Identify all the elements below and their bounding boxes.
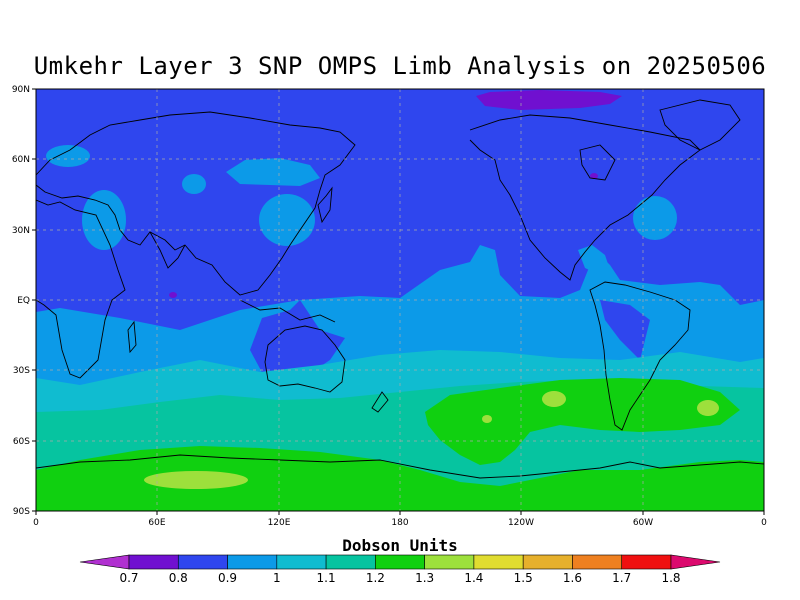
- coast-australia: [264, 325, 346, 393]
- coast-namerica: [469, 114, 701, 281]
- coast-africa: [36, 199, 126, 379]
- field-lightgreen-antarctic: [144, 471, 248, 489]
- coastlines: [36, 99, 764, 479]
- lon-labels: 0 60E 120E 180 120W 60W 0: [33, 518, 767, 528]
- coast-japan: [317, 186, 333, 224]
- field-purple-arctic: [476, 90, 622, 110]
- coast-seasia: [239, 299, 336, 323]
- tick-marks: [32, 88, 765, 515]
- coast-madagascar: [127, 320, 137, 354]
- field-lb-siberia: [182, 174, 206, 194]
- field-blue-samerica: [600, 300, 650, 360]
- coast-eurasia-north: [36, 111, 356, 296]
- coast-hudson: [579, 144, 616, 181]
- coast-greenland: [659, 99, 741, 151]
- colorbar-title: Dobson Units: [342, 536, 458, 555]
- field-lb-mideast: [82, 190, 126, 250]
- lon-tick-label: 120W: [508, 518, 534, 528]
- lat-tick-label: 90S: [13, 507, 30, 517]
- lat-tick-label: 30N: [12, 226, 30, 236]
- lon-tick-label: 120E: [268, 518, 291, 528]
- field-lb-asia: [226, 158, 320, 186]
- gridlines: [36, 89, 764, 511]
- field-lb-atlantic: [633, 196, 677, 240]
- lon-tick-label: 0: [761, 518, 767, 528]
- field-lightgreen-blob2: [697, 400, 719, 416]
- field-blue-australia: [250, 300, 345, 380]
- field-purple-small: [169, 292, 177, 298]
- field-lb-china: [259, 194, 315, 246]
- field-lightgreen-blob1: [542, 391, 566, 407]
- lat-tick-label: 30S: [13, 366, 30, 376]
- lat-tick-label: 60N: [12, 155, 30, 165]
- field-green-blob: [425, 378, 740, 465]
- lon-tick-label: 60E: [148, 518, 165, 528]
- coast-nz: [371, 391, 389, 413]
- field-lb-europe: [46, 145, 90, 167]
- lon-tick-label: 180: [391, 518, 408, 528]
- lat-tick-label: 90N: [12, 85, 30, 95]
- lat-tick-label: 60S: [13, 437, 30, 447]
- lat-labels: 90N 60N 30N EQ 30S 60S 90S: [12, 85, 30, 517]
- lat-tick-label: EQ: [17, 296, 30, 306]
- field-purple-small2: [590, 173, 598, 179]
- map-title: Umkehr Layer 3 SNP OMPS Limb Analysis on…: [33, 52, 767, 80]
- field-lb-namerica: [578, 245, 610, 275]
- lon-tick-label: 60W: [633, 518, 653, 528]
- coast-samerica: [589, 281, 691, 431]
- field-green-south: [36, 446, 764, 511]
- coast-antarctica: [36, 454, 764, 479]
- lon-tick-label: 0: [33, 518, 39, 528]
- field-lightgreen-blob3: [482, 415, 492, 423]
